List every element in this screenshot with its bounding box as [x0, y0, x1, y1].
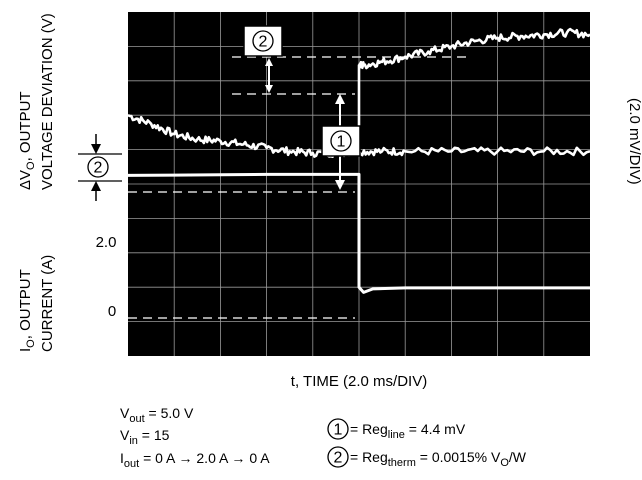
voltage-trace-2	[357, 27, 591, 152]
y-axis-label-voltage: ΔVO, OUTPUT VOLTAGE DEVIATION (V)	[17, 13, 56, 190]
legend-circle-1	[327, 418, 349, 440]
right-axis-label-text: (2.0 mV/DIV)	[626, 98, 642, 185]
y-axis-label-current: IO, OUTPUT CURRENT (A)	[17, 255, 56, 352]
indicator-arrow-top-head	[91, 144, 101, 154]
current-trace	[127, 172, 590, 294]
y-label-i: I	[17, 348, 34, 352]
annotation-reg-therm: 2	[243, 25, 283, 93]
y-tick-label-0: 0	[108, 303, 116, 320]
arrow-head-down	[335, 180, 345, 190]
box-1-label: 1	[337, 134, 346, 151]
y-label-delta-v: ΔV	[17, 170, 34, 190]
legend-circle-1-label: 1	[334, 422, 343, 439]
test-conditions: Vout = 5.0 V Vin = 15 Iout = 0 A → 2.0 A…	[120, 405, 270, 470]
y-label-i-sub: O	[25, 339, 37, 348]
legend-circle-2	[327, 446, 349, 468]
legend-definitions: 1 = Regline = 4.4 mV 2 = Regtherm = 0.00…	[327, 418, 527, 469]
y-tick-label-2: 2.0	[96, 234, 117, 251]
box-2-label: 2	[259, 34, 268, 51]
box-2-circle	[252, 30, 274, 52]
y-label-output-2: , OUTPUT	[17, 269, 34, 339]
right-axis-label: (2.0 mV/DIV)	[626, 98, 642, 185]
arrow-head-2-up	[265, 58, 273, 66]
legend-circle-2-label: 2	[334, 450, 343, 467]
indicator-circle-label: 2	[94, 160, 103, 177]
annotation-reg-line: 1	[321, 94, 361, 190]
box-1-circle	[330, 130, 352, 152]
traces	[127, 27, 591, 294]
legend-reg-therm: = Regtherm = 0.0015% VO/W	[350, 449, 527, 469]
note-vin: Vin = 15	[120, 427, 170, 447]
arrow-head-up	[335, 94, 345, 104]
svg-text:IO, OUTPUT: IO, OUTPUT	[17, 269, 37, 352]
indicator-circle	[87, 156, 109, 178]
y-label-delta-v-sub: O	[25, 161, 37, 170]
indicator-arrow-bottom-head	[91, 181, 101, 191]
note-vout: Vout = 5.0 V	[120, 405, 194, 425]
voltage-trace-1	[127, 113, 591, 158]
svg-text:ΔVO, OUTPUT: ΔVO, OUTPUT	[17, 91, 37, 190]
left-scale-indicator: 2	[78, 134, 122, 201]
note-iout: Iout = 0 A → 2.0 A → 0 A	[120, 450, 270, 470]
y-label-voltage-deviation: VOLTAGE DEVIATION (V)	[39, 13, 56, 190]
arrow-head-2-down	[265, 85, 273, 93]
y-label-current: CURRENT (A)	[39, 255, 56, 352]
reference-lines	[128, 56, 470, 319]
y-label-output: , OUTPUT	[17, 91, 34, 161]
legend-reg-line: = Regline = 4.4 mV	[350, 421, 466, 441]
x-axis-label: t, TIME (2.0 ms/DIV)	[291, 373, 427, 390]
